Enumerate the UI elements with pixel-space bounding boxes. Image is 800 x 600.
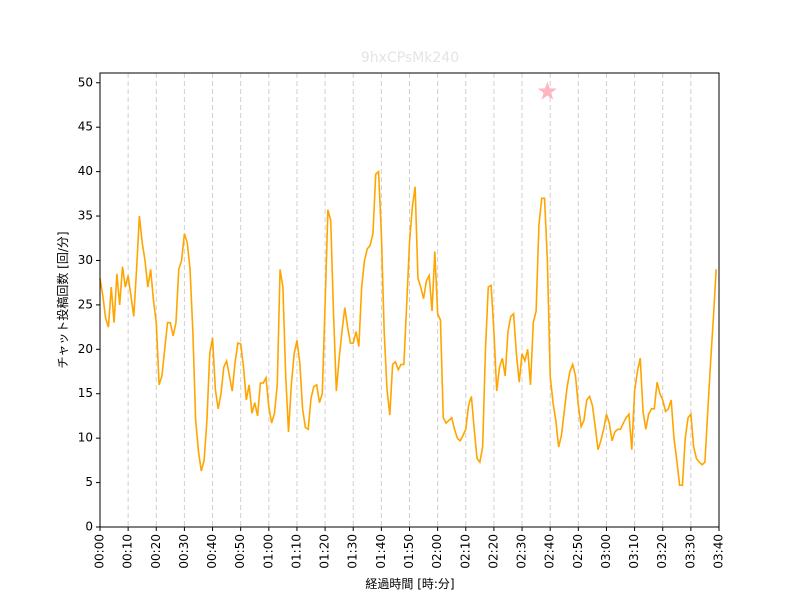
- y-tick-label: 15: [78, 386, 93, 400]
- x-tick-label: 02:10: [458, 534, 472, 569]
- y-tick-label: 0: [85, 520, 93, 534]
- x-tick-label: 01:00: [261, 534, 275, 569]
- x-tick-label: 03:10: [627, 534, 641, 569]
- y-tick-label: 35: [78, 209, 93, 223]
- x-tick-label: 02:40: [543, 534, 557, 569]
- y-axis-label: チャット投稿回数 [回/分]: [55, 231, 70, 368]
- y-tick-label: 40: [78, 164, 93, 178]
- x-tick-label: 00:00: [93, 534, 107, 569]
- x-tick-label: 01:40: [374, 534, 388, 569]
- y-tick-label: 25: [78, 297, 93, 311]
- x-tick-label: 03:20: [655, 534, 669, 569]
- x-axis-label: 経過時間 [時:分]: [365, 577, 454, 591]
- x-tick-label: 01:20: [318, 534, 332, 569]
- chart-title: 9hxCPsMk240: [361, 50, 459, 66]
- x-tick-label: 01:30: [346, 534, 360, 569]
- x-tick-label: 02:20: [486, 534, 500, 569]
- x-tick-label: 02:30: [515, 534, 529, 569]
- x-tick-label: 03:00: [599, 534, 613, 569]
- x-tick-label: 03:40: [712, 534, 726, 569]
- x-tick-label: 00:40: [205, 534, 219, 569]
- x-tick-label: 01:10: [289, 534, 303, 569]
- x-tick-label: 02:50: [571, 534, 585, 569]
- y-tick-label: 30: [78, 253, 93, 267]
- x-tick-label: 01:50: [402, 534, 416, 569]
- y-tick-label: 50: [78, 75, 93, 89]
- y-tick-label: 45: [78, 120, 93, 134]
- plot-frame: [99, 72, 720, 528]
- x-tick-label: 00:10: [121, 534, 135, 569]
- highlight-star: [537, 81, 557, 100]
- y-tick-label: 5: [85, 475, 93, 489]
- x-tick-label: 02:00: [430, 534, 444, 569]
- x-tick-label: 00:50: [233, 534, 247, 569]
- y-tick-label: 20: [78, 342, 93, 356]
- x-tick-label: 00:20: [149, 534, 163, 569]
- data-line: [99, 169, 717, 487]
- x-tick-label: 03:30: [683, 534, 697, 569]
- y-tick-label: 10: [78, 431, 93, 445]
- x-tick-label: 00:30: [177, 534, 191, 569]
